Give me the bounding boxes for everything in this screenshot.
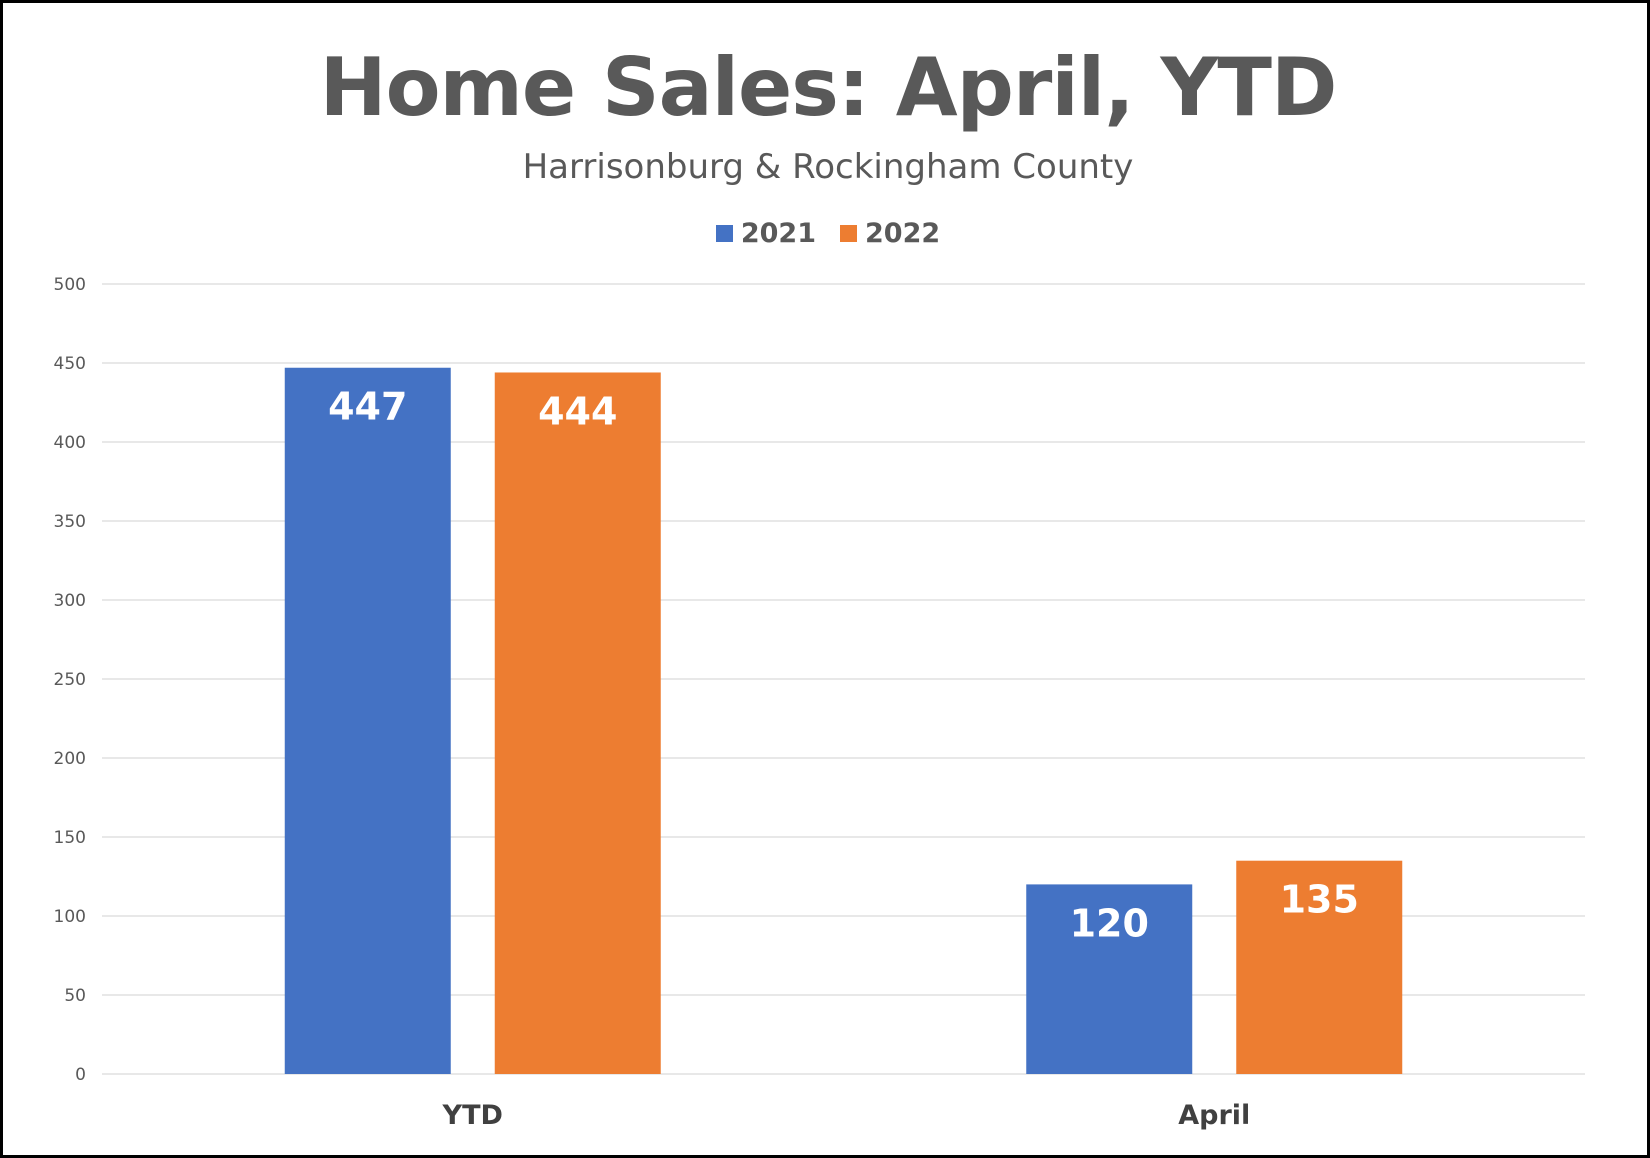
y-tick-label-350: 350	[54, 512, 86, 532]
legend-item-2021: 2021	[715, 218, 816, 249]
y-tick-label-450: 450	[54, 354, 86, 374]
legend-label-2022: 2022	[865, 218, 941, 249]
legend-label-2021: 2021	[740, 218, 816, 249]
chart-legend: 2021 2022	[3, 218, 1650, 249]
y-tick-label-250: 250	[54, 670, 86, 690]
chart-subtitle: Harrisonburg & Rockingham County	[522, 147, 1134, 187]
data-label-ytd-2021: 447	[328, 385, 407, 429]
legend-item-2022: 2022	[840, 218, 940, 249]
legend-swatch-2021	[715, 225, 733, 242]
bar-ytd-2021	[284, 367, 451, 1074]
x-category-label-ytd: YTD	[442, 1100, 503, 1131]
y-tick-label-300: 300	[54, 591, 86, 611]
data-label-ytd-2022: 444	[538, 389, 617, 433]
y-tick-label-50: 50	[64, 986, 86, 1006]
y-tick-label-200: 200	[54, 749, 86, 769]
bar-chart-plot: 0 50 100 150 200 250 300 350 400 450 500 447 444 YTD 1…	[54, 275, 1585, 1131]
bar-ytd-2022	[494, 372, 661, 1075]
data-label-april-2021: 120	[1070, 901, 1149, 945]
bar-april-2021	[1026, 884, 1193, 1074]
y-tick-label-150: 150	[54, 828, 86, 848]
bar-april-2022	[1236, 860, 1403, 1074]
legend-swatch-2022	[840, 225, 857, 242]
y-tick-label-500: 500	[54, 275, 86, 295]
y-tick-label-400: 400	[54, 433, 86, 453]
data-label-april-2022: 135	[1280, 878, 1359, 922]
y-tick-label-100: 100	[54, 907, 86, 927]
y-tick-label-0: 0	[75, 1065, 86, 1085]
x-category-label-april: April	[1178, 1100, 1250, 1131]
chart-title: Home Sales: April, YTD	[319, 41, 1338, 134]
